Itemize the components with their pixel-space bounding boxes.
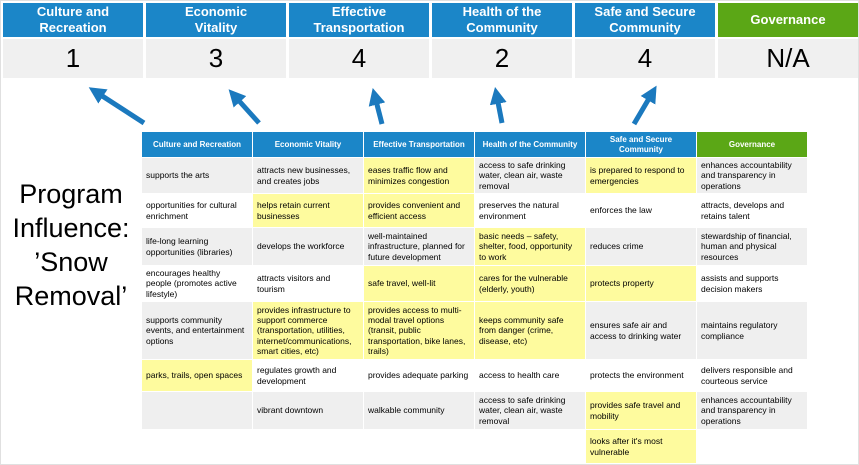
matrix-cell: provides access to multi-modal travel op… bbox=[364, 302, 474, 359]
matrix-cell: enhances accountability and transparency… bbox=[697, 392, 807, 429]
matrix-cell: access to safe drinking water, clean air… bbox=[475, 392, 585, 429]
matrix-cell: eases traffic flow and minimizes congest… bbox=[364, 158, 474, 193]
up-arrow-icon bbox=[489, 86, 507, 124]
matrix-cell: life-long learning opportunities (librar… bbox=[142, 228, 252, 265]
matrix-cell: well-maintained infrastructure, planned … bbox=[364, 228, 474, 265]
matrix-cell: ensures safe air and access to drinking … bbox=[586, 302, 696, 359]
matrix-column-header: Safe and Secure Community bbox=[586, 132, 696, 157]
connector-arrows bbox=[88, 85, 657, 126]
matrix-cell: supports the arts bbox=[142, 158, 252, 193]
priority-column: Health of the Community 2 bbox=[432, 3, 572, 78]
table-row: opportunities for cultural enrichment hel… bbox=[142, 194, 807, 227]
matrix-cell: encourages healthy people (promotes acti… bbox=[142, 266, 252, 301]
matrix-cell bbox=[142, 392, 252, 429]
matrix-cell bbox=[364, 430, 474, 463]
program-influence-label: Program Influence: ’Snow Removal’ bbox=[1, 177, 141, 313]
matrix-cell: provides convenient and efficient access bbox=[364, 194, 474, 227]
priority-column: Governance N/A bbox=[718, 3, 858, 78]
matrix-cell: vibrant downtown bbox=[253, 392, 363, 429]
matrix-cell: delivers responsible and courteous servi… bbox=[697, 360, 807, 391]
matrix-cell: develops the workforce bbox=[253, 228, 363, 265]
matrix-column-header: Governance bbox=[697, 132, 807, 157]
matrix-column-header: Culture and Recreation bbox=[142, 132, 252, 157]
matrix-cell: parks, trails, open spaces bbox=[142, 360, 252, 391]
matrix-cell: stewardship of financial, human and phys… bbox=[697, 228, 807, 265]
up-arrow-icon bbox=[228, 89, 261, 125]
matrix-cell: provides safe travel and mobility bbox=[586, 392, 696, 429]
table-row: supports the arts attracts new businesses… bbox=[142, 158, 807, 193]
matrix-cell: assists and supports decision makers bbox=[697, 266, 807, 301]
influence-matrix-table: Culture and Recreation Economic Vitality E… bbox=[141, 131, 808, 464]
matrix-column-header: Economic Vitality bbox=[253, 132, 363, 157]
priority-column: Culture and Recreation 1 bbox=[3, 3, 143, 78]
matrix-cell: keeps community safe from danger (crime,… bbox=[475, 302, 585, 359]
matrix-cell: basic needs – safety, shelter, food, opp… bbox=[475, 228, 585, 265]
up-arrow-icon bbox=[368, 88, 386, 125]
table-row: life-long learning opportunities (librar… bbox=[142, 228, 807, 265]
matrix-cell: access to health care bbox=[475, 360, 585, 391]
table-row: looks after it's most vulnerable bbox=[142, 430, 807, 463]
priority-score: 1 bbox=[3, 39, 143, 78]
matrix-cell bbox=[697, 430, 807, 463]
matrix-cell: protects the environment bbox=[586, 360, 696, 391]
matrix-cell bbox=[142, 430, 252, 463]
matrix-cell bbox=[475, 430, 585, 463]
up-arrow-icon bbox=[631, 85, 657, 126]
matrix-cell bbox=[253, 430, 363, 463]
up-arrow-icon bbox=[88, 87, 146, 126]
matrix-cell: protects property bbox=[586, 266, 696, 301]
priority-score: 4 bbox=[575, 39, 715, 78]
priority-column: Safe and Secure Community 4 bbox=[575, 3, 715, 78]
priority-score: 4 bbox=[289, 39, 429, 78]
priority-name: Culture and Recreation bbox=[3, 3, 143, 37]
matrix-cell: enforces the law bbox=[586, 194, 696, 227]
priority-name: Effective Transportation bbox=[289, 3, 429, 37]
priority-name: Safe and Secure Community bbox=[575, 3, 715, 37]
matrix-cell: provides adequate parking bbox=[364, 360, 474, 391]
table-row: parks, trails, open spaces regulates grow… bbox=[142, 360, 807, 391]
priority-score: 2 bbox=[432, 39, 572, 78]
matrix-cell: helps retain current businesses bbox=[253, 194, 363, 227]
matrix-cell: maintains regulatory compliance bbox=[697, 302, 807, 359]
matrix-cell: is prepared to respond to emergencies bbox=[586, 158, 696, 193]
matrix-cell: supports community events, and entertain… bbox=[142, 302, 252, 359]
matrix-cell: attracts new businesses, and creates job… bbox=[253, 158, 363, 193]
matrix-cell: preserves the natural environment bbox=[475, 194, 585, 227]
table-row: vibrant downtown walkable community access… bbox=[142, 392, 807, 429]
matrix-cell: access to safe drinking water, clean air… bbox=[475, 158, 585, 193]
table-row: encourages healthy people (promotes acti… bbox=[142, 266, 807, 301]
program-influence-line2: ’Snow Removal’ bbox=[14, 247, 128, 312]
matrix-cell: attracts visitors and tourism bbox=[253, 266, 363, 301]
matrix-cell: reduces crime bbox=[586, 228, 696, 265]
matrix-cell: attracts, develops and retains talent bbox=[697, 194, 807, 227]
influence-matrix: Culture and Recreation Economic Vitality E… bbox=[141, 131, 808, 464]
table-row: supports community events, and entertain… bbox=[142, 302, 807, 359]
priority-score: N/A bbox=[718, 39, 858, 78]
matrix-cell: opportunities for cultural enrichment bbox=[142, 194, 252, 227]
matrix-column-header: Health of the Community bbox=[475, 132, 585, 157]
program-influence-line1: Program Influence: bbox=[12, 179, 130, 244]
matrix-cell: regulates growth and development bbox=[253, 360, 363, 391]
priority-name: Economic Vitality bbox=[146, 3, 286, 37]
matrix-cell: provides infrastructure to support comme… bbox=[253, 302, 363, 359]
priority-name: Health of the Community bbox=[432, 3, 572, 37]
priority-score: 3 bbox=[146, 39, 286, 78]
priority-column: Economic Vitality 3 bbox=[146, 3, 286, 78]
matrix-cell: enhances accountability and transparency… bbox=[697, 158, 807, 193]
matrix-cell: safe travel, well-lit bbox=[364, 266, 474, 301]
matrix-cell: looks after it's most vulnerable bbox=[586, 430, 696, 463]
matrix-header-row: Culture and Recreation Economic Vitality E… bbox=[142, 132, 807, 157]
priority-column: Effective Transportation 4 bbox=[289, 3, 429, 78]
matrix-cell: cares for the vulnerable (elderly, youth… bbox=[475, 266, 585, 301]
priority-name: Governance bbox=[718, 3, 858, 37]
matrix-column-header: Effective Transportation bbox=[364, 132, 474, 157]
matrix-cell: walkable community bbox=[364, 392, 474, 429]
priority-summary-band: Culture and Recreation 1 Economic Vitali… bbox=[3, 3, 858, 78]
